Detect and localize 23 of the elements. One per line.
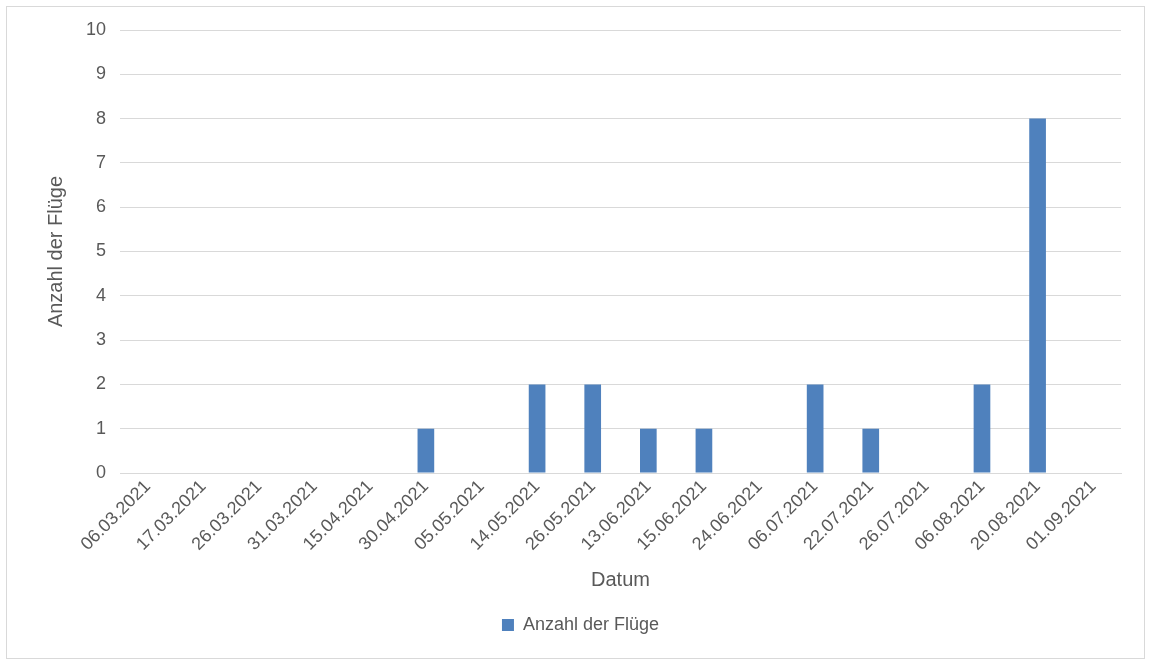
- y-tick-label: 9: [96, 63, 107, 84]
- y-tick-label: 8: [96, 107, 107, 128]
- x-axis-title: Datum: [591, 567, 650, 590]
- bar: [528, 384, 546, 473]
- bar: [639, 428, 657, 473]
- bar: [417, 428, 435, 473]
- y-tick-label: 6: [96, 196, 107, 217]
- y-axis-title: Anzahl der Flüge: [43, 175, 66, 328]
- bar: [584, 384, 602, 473]
- y-tick-label: 0: [96, 461, 107, 482]
- y-tick-label: 10: [85, 18, 107, 39]
- bar: [973, 384, 991, 473]
- bar: [806, 384, 824, 473]
- bar: [1029, 118, 1046, 473]
- y-tick-label: 3: [96, 329, 107, 350]
- y-tick-label: 1: [96, 417, 107, 438]
- bar: [695, 428, 713, 473]
- legend-label: Anzahl der Flüge: [522, 613, 660, 634]
- y-tick-label: 4: [96, 284, 107, 305]
- y-tick-label: 7: [96, 151, 107, 172]
- y-tick-label: 2: [96, 373, 107, 394]
- bar: [862, 428, 880, 473]
- y-tick-label: 5: [96, 240, 107, 261]
